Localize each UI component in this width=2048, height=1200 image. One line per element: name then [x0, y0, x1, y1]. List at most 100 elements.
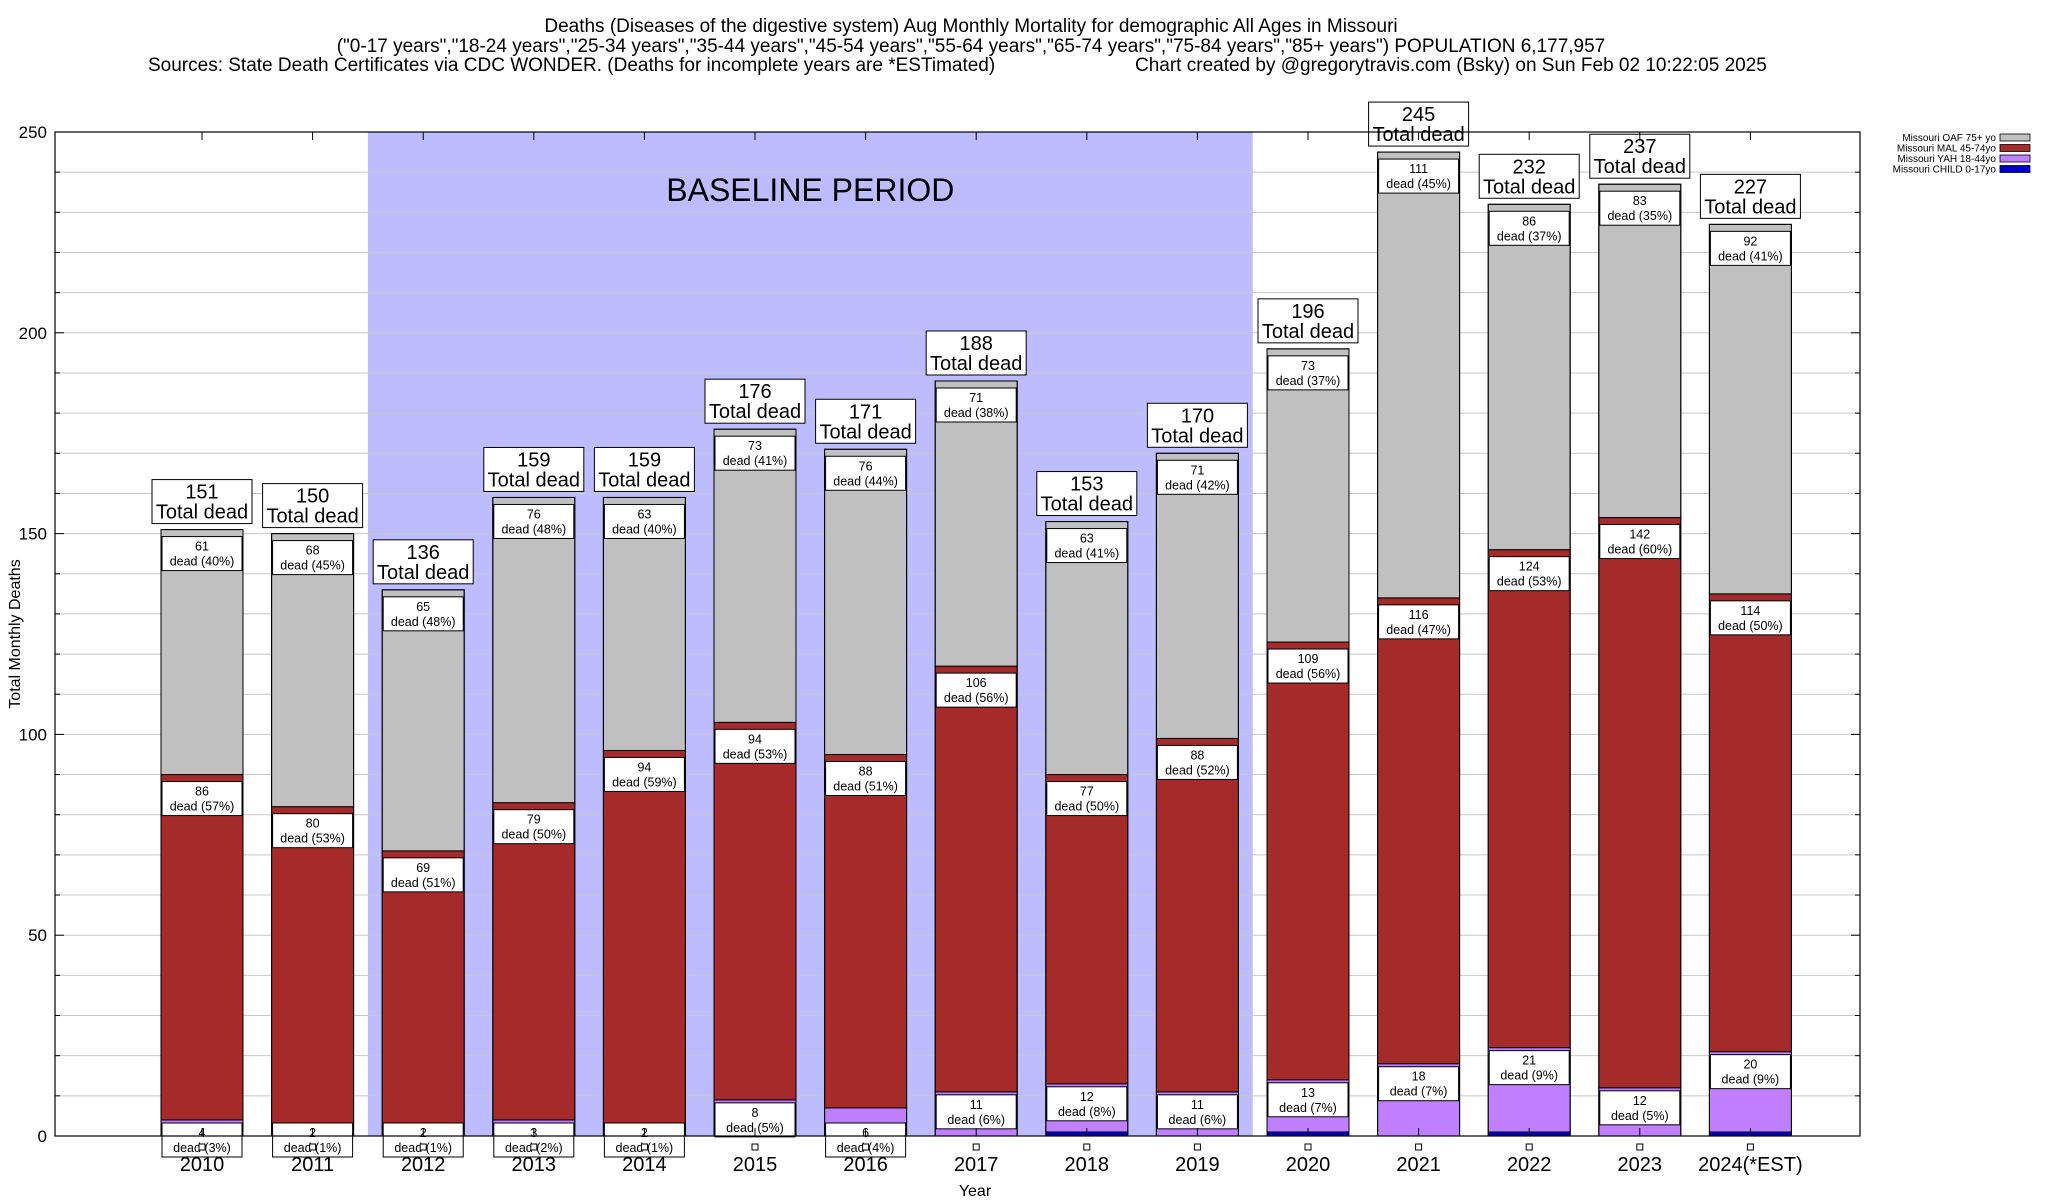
mal-label-box: [1046, 781, 1128, 817]
child-marker: [1304, 1143, 1312, 1151]
x-tick-label: 2015: [733, 1154, 778, 1176]
mal-label-box: [272, 813, 354, 849]
legend-label: Missouri YAH 18-44yo: [1897, 154, 1996, 165]
total-label-text: Total dead: [1151, 425, 1243, 447]
oaf-label-box: [714, 435, 796, 471]
total-label-text: Total dead: [1262, 321, 1354, 343]
oaf-label-value: 83: [1633, 194, 1647, 208]
mal-label-percent: dead (47%): [1386, 623, 1451, 637]
total-label-text: Total dead: [1041, 494, 1133, 516]
oaf-label-percent: dead (48%): [391, 615, 456, 629]
legend-label: Missouri MAL 45-74yo: [1897, 144, 1997, 155]
yah-label-value: 11: [1191, 1098, 1204, 1112]
bar-segment: [1598, 183, 1682, 519]
bar-segment: [1487, 203, 1571, 551]
total-label-box: [483, 446, 585, 492]
bar-segment: [1598, 517, 1682, 1089]
total-label-text: Total dead: [819, 421, 911, 443]
y-tick-label: 100: [19, 725, 47, 744]
x-tick-label: 2022: [1507, 1154, 1552, 1176]
yah-label-percent: dead (7%): [1390, 1085, 1448, 1099]
child-marker: [1525, 1143, 1533, 1151]
mal-label-value: 94: [637, 760, 651, 774]
oaf-label-percent: dead (38%): [944, 406, 1009, 420]
oaf-label-box: [935, 387, 1017, 423]
mal-label-box: [603, 756, 685, 792]
total-label-box: [1036, 471, 1138, 517]
x-tick-label: 2017: [954, 1154, 999, 1176]
mal-label-percent: dead (51%): [391, 876, 456, 890]
plot-frame: [54, 131, 1861, 1137]
oaf-label-percent: dead (40%): [170, 555, 235, 569]
y-tick-label: 150: [19, 525, 47, 544]
oaf-label-percent: dead (37%): [1497, 229, 1562, 243]
bar-segment: [271, 533, 355, 808]
oaf-label-percent: dead (48%): [501, 522, 566, 536]
total-label-value: 245: [1402, 104, 1435, 126]
bar-segment: [1155, 737, 1239, 1093]
bar-segment: [1708, 593, 1792, 1053]
oaf-label-percent: dead (41%): [1054, 547, 1119, 561]
total-label-box: [372, 539, 474, 585]
mal-label-percent: dead (57%): [170, 800, 235, 814]
bar-segment: [381, 589, 465, 852]
yah-label-value: 13: [1301, 1086, 1315, 1100]
bar-segment: [1045, 774, 1129, 1085]
mal-label-value: 77: [1080, 785, 1094, 799]
yah-label-value: 20: [1743, 1058, 1757, 1072]
oaf-label-percent: dead (45%): [1386, 177, 1451, 191]
total-label-value: 171: [849, 401, 882, 423]
legend-swatch: [1999, 133, 2031, 142]
x-tick-label: 2016: [843, 1154, 888, 1176]
x-tick-label: 2020: [1286, 1154, 1331, 1176]
mal-label-box: [935, 672, 1017, 708]
total-label-box: [1257, 298, 1359, 344]
total-label-value: 170: [1181, 405, 1214, 427]
oaf-label-percent: dead (35%): [1607, 209, 1672, 223]
oaf-label-value: 71: [969, 391, 983, 405]
oaf-label-value: 73: [1301, 359, 1315, 373]
oaf-label-box: [1599, 190, 1681, 226]
total-label-text: Total dead: [930, 353, 1022, 375]
yah-label-value: 12: [1633, 1094, 1647, 1108]
oaf-label-value: 63: [637, 507, 651, 521]
total-label-value: 237: [1623, 136, 1656, 158]
x-tick-label: 2019: [1175, 1154, 1220, 1176]
x-tick-label: 2010: [180, 1154, 225, 1176]
y-tick-label: 250: [19, 123, 47, 142]
yah-label-percent: dead (5%): [726, 1121, 784, 1135]
oaf-label-value: 63: [1080, 532, 1094, 546]
child-marker: [1415, 1143, 1423, 1151]
baseline-period-label: BASELINE PERIOD: [666, 172, 954, 208]
mal-label-box: [1378, 604, 1460, 640]
oaf-label-value: 73: [748, 439, 762, 453]
yah-label-percent: dead (6%): [947, 1113, 1005, 1127]
mal-label-box: [714, 728, 796, 764]
mal-label-percent: dead (56%): [1276, 667, 1341, 681]
bar-segment: [713, 428, 797, 723]
oaf-label-value: 71: [1190, 463, 1204, 477]
yah-label-box: [1378, 1066, 1460, 1102]
yah-label-value: 12: [1080, 1090, 1094, 1104]
oaf-label-value: 61: [195, 540, 209, 554]
bar-segment: [1266, 641, 1350, 1081]
oaf-label-box: [161, 536, 243, 572]
total-label-text: Total dead: [598, 469, 690, 491]
child-marker: [530, 1143, 538, 1151]
mal-label-value: 106: [966, 676, 987, 690]
yah-label-value: 18: [1412, 1070, 1426, 1084]
oaf-label-box: [272, 540, 354, 576]
total-label-value: 136: [407, 542, 440, 564]
oaf-label-box: [1156, 459, 1238, 495]
yah-label-box: [1156, 1094, 1238, 1130]
total-label-box: [1699, 173, 1801, 219]
total-label-value: 232: [1513, 156, 1546, 178]
mal-label-value: 124: [1519, 560, 1540, 574]
yah-label-percent: dead (8%): [1058, 1105, 1116, 1119]
mal-label-value: 142: [1629, 528, 1650, 542]
x-tick-label: 2011: [291, 1154, 334, 1176]
oaf-label-percent: dead (45%): [280, 559, 345, 573]
mal-label-box: [1488, 556, 1570, 592]
